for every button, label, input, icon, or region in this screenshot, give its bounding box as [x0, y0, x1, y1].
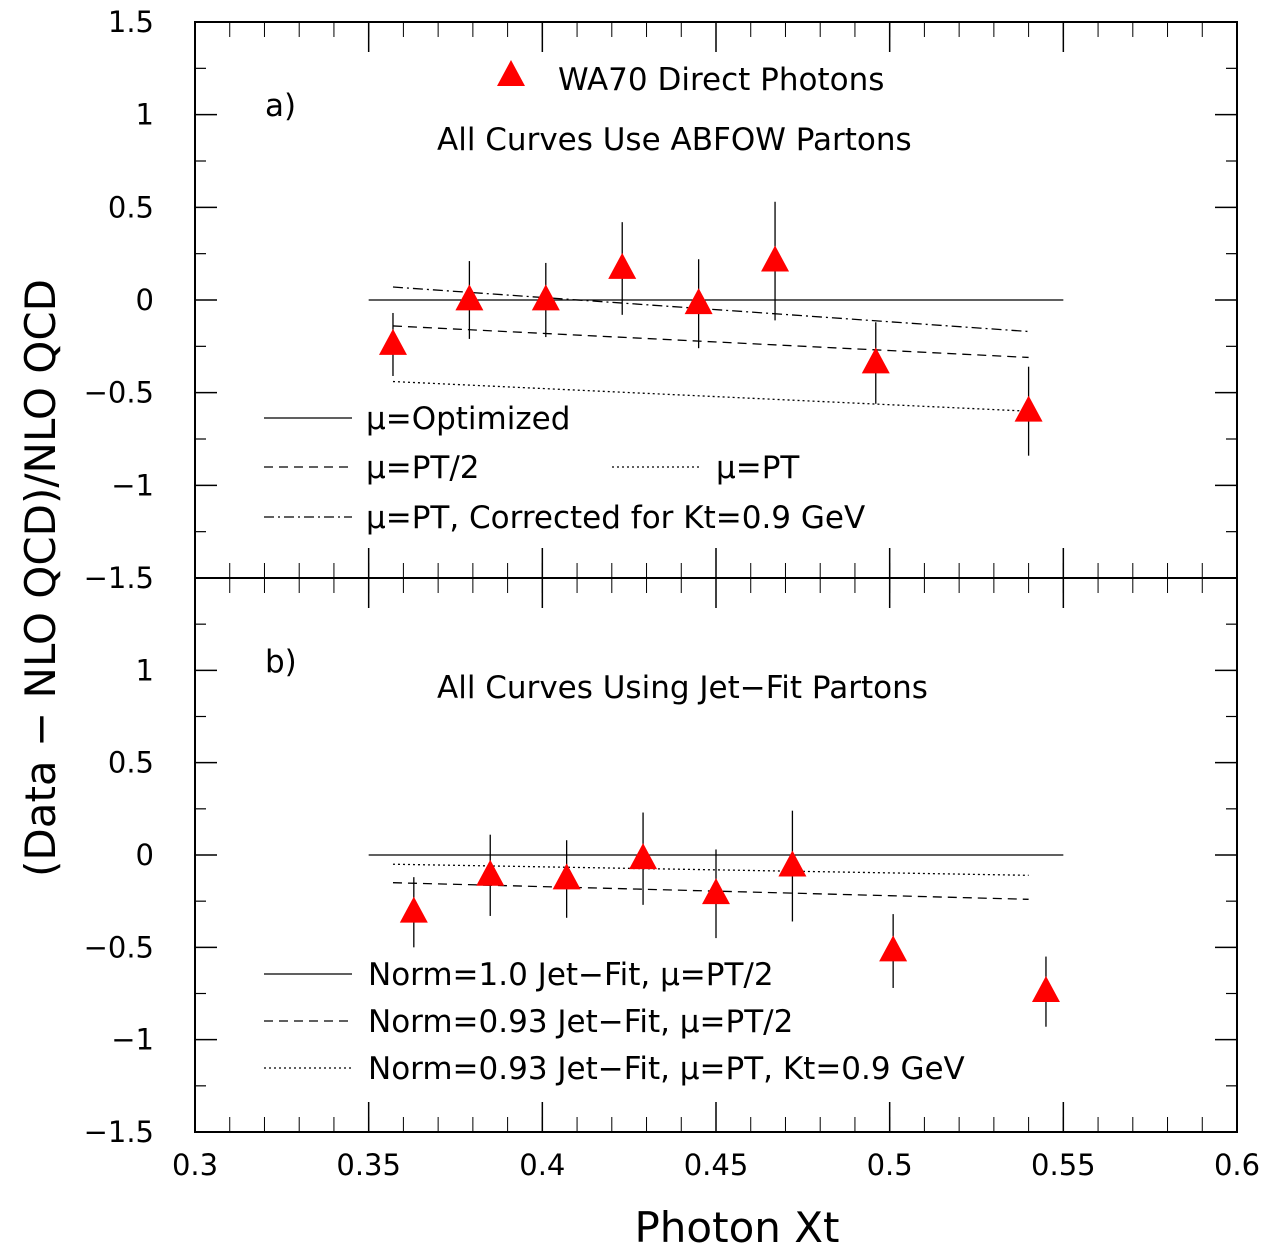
data-point-a [684, 288, 713, 315]
y-tick-label-a: 1 [136, 98, 154, 132]
data-point-a [861, 347, 890, 374]
y-tick-label-a: −0.5 [84, 376, 154, 410]
marker-legend-label: WA70 Direct Photons [558, 62, 884, 98]
data-point-a [455, 284, 484, 311]
y-tick-label-a: −1 [111, 468, 154, 502]
data-point-b [778, 850, 807, 877]
series-line-a-1 [392, 325, 1029, 359]
series-line-a-3 [392, 286, 1029, 333]
y-tick-label-a: −1.5 [84, 561, 154, 595]
data-point-b [879, 935, 908, 962]
y-tick-label-b: −1 [111, 1023, 154, 1057]
y-tick-label-b: −1.5 [84, 1115, 154, 1149]
data-point-a [531, 284, 560, 311]
legend-label-b: Norm=0.93 Jet−Fit, μ=PT, Kt=0.9 GeV [368, 1051, 965, 1087]
series-line-a-2 [392, 380, 1029, 412]
panel-a-label: a) [265, 88, 296, 124]
x-tick-label: 0.45 [684, 1148, 749, 1182]
legend-label-b: Norm=1.0 Jet−Fit, μ=PT/2 [368, 957, 774, 993]
x-tick-label: 0.6 [1214, 1148, 1260, 1182]
panel-b-label: b) [265, 644, 297, 680]
panel-a-subtitle: All Curves Use ABFOW Partons [437, 122, 912, 158]
legend-label-a: μ=PT/2 [366, 450, 480, 486]
x-tick-label: 0.55 [1031, 1148, 1096, 1182]
x-tick-label: 0.4 [519, 1148, 565, 1182]
data-point-b [702, 878, 730, 905]
legend-label-a: μ=Optimized [366, 401, 570, 437]
x-tick-label: 0.35 [336, 1148, 401, 1182]
data-point-b [629, 843, 658, 870]
x-axis-title: Photon Xt [634, 1203, 839, 1249]
y-tick-label-a: 1.5 [108, 5, 154, 39]
y-tick-label-b: 0.5 [108, 746, 154, 780]
data-point-a [761, 245, 790, 272]
data-point-b [399, 896, 428, 923]
panel-b: b) All Curves Using Jet−Fit Partons 1 0.5… [84, 577, 1238, 1149]
x-tick-label: 0.5 [867, 1148, 913, 1182]
y-tick-label-b: −0.5 [84, 930, 154, 964]
x-tick-label: 0.3 [172, 1148, 218, 1182]
y-axis-title: (Data − NLO QCD)/NLO QCD [16, 279, 65, 877]
series-line-b-2 [392, 863, 1029, 876]
data-point-a [608, 252, 637, 279]
y-tick-label-b: 0 [136, 838, 154, 872]
panel-b-subtitle: All Curves Using Jet−Fit Partons [437, 670, 928, 706]
panel-a: a) All Curves Use ABFOW Partons WA70 Dir… [84, 5, 1238, 595]
data-point-a [1014, 395, 1043, 422]
data-point-a [378, 328, 407, 355]
legend-label-b: Norm=0.93 Jet−Fit, μ=PT/2 [368, 1004, 793, 1040]
y-tick-label-a: 0.5 [108, 190, 154, 224]
data-point-b [476, 859, 505, 886]
marker-legend-swatch [497, 60, 525, 86]
legend-label-a: μ=PT, Corrected for Kt=0.9 GeV [366, 500, 865, 536]
data-point-b [1031, 976, 1060, 1003]
legend-label-a: μ=PT [716, 450, 800, 486]
data-point-b [552, 863, 581, 890]
y-tick-label-b: 1 [136, 653, 154, 687]
y-tick-label-a: 0 [136, 283, 154, 317]
